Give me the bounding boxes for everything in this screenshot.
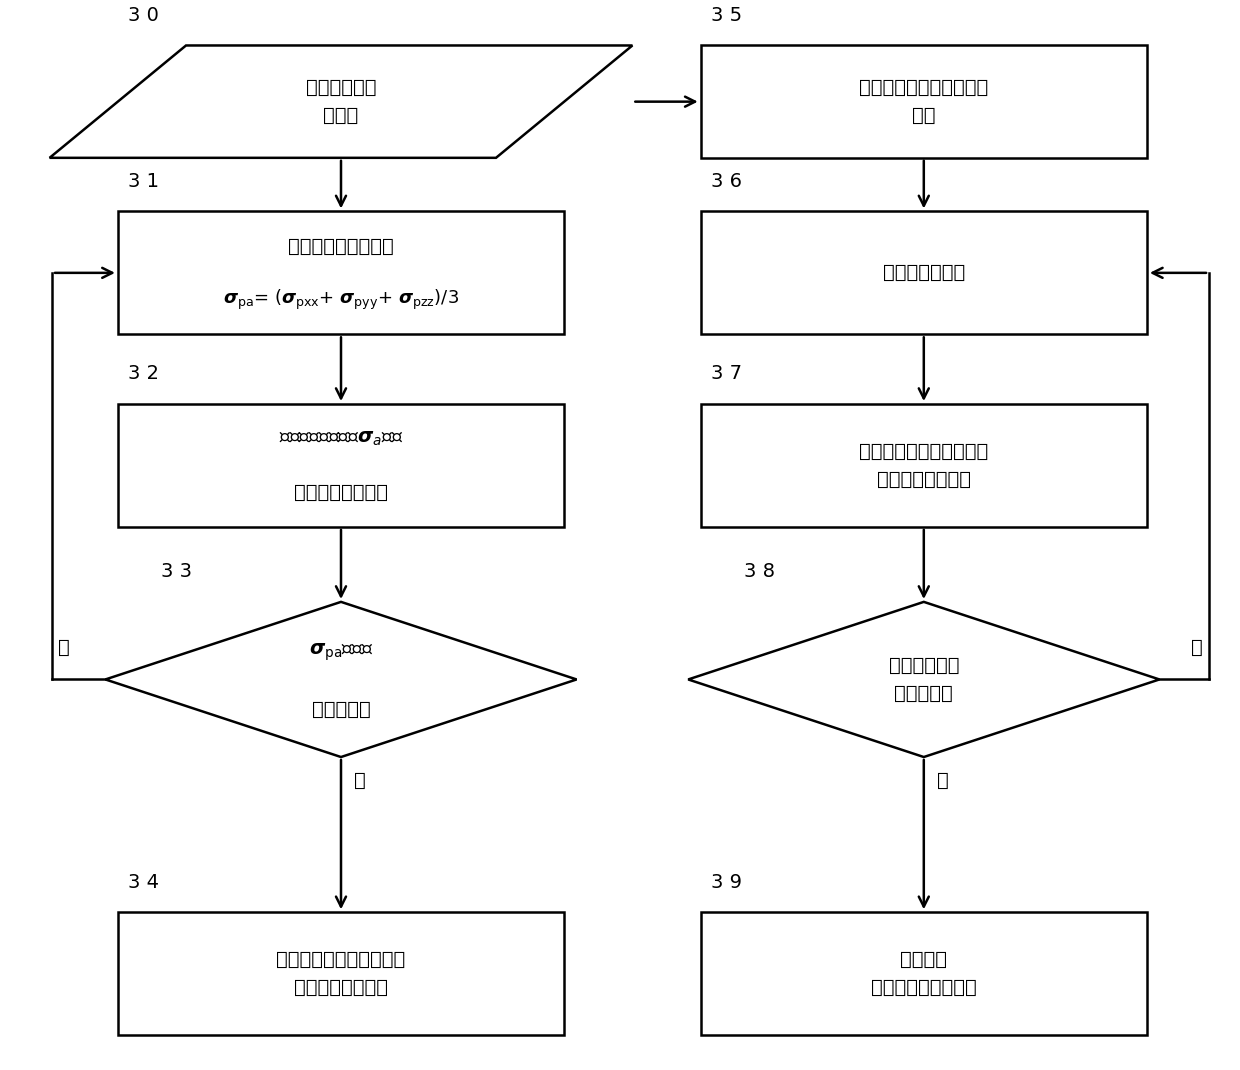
Text: 固结模型
联结相互挤压的颗粒: 固结模型 联结相互挤压的颗粒	[870, 950, 977, 997]
Bar	[701, 45, 1147, 157]
Bar	[118, 404, 564, 528]
Text: 3 4: 3 4	[128, 873, 159, 891]
Text: 是: 是	[353, 771, 366, 790]
Bar	[701, 212, 1147, 334]
Bar	[701, 404, 1147, 528]
Text: 3 8: 3 8	[744, 563, 775, 581]
Polygon shape	[688, 601, 1159, 758]
Text: 3 3: 3 3	[161, 563, 192, 581]
Bar	[118, 912, 564, 1036]
Text: 否: 否	[1192, 638, 1203, 657]
Text: 根据给定围岩应力移动模
型边界，调整应力: 根据给定围岩应力移动模 型边界，调整应力	[859, 442, 988, 489]
Text: 3 9: 3 9	[711, 873, 742, 891]
Text: 设定颗粒的各向异性椭球
参数: 设定颗粒的各向异性椭球 参数	[859, 78, 988, 125]
Text: 输入给定的围
岩应力: 输入给定的围 岩应力	[306, 78, 376, 125]
Text: 计算颗粒平均压应力: 计算颗粒平均压应力	[288, 236, 394, 256]
Polygon shape	[105, 601, 577, 758]
Text: 围岩应力差值
小于给定值: 围岩应力差值 小于给定值	[889, 656, 959, 703]
Text: 计算围岩压应力: 计算围岩压应力	[883, 263, 965, 282]
Text: 是: 是	[936, 771, 949, 790]
Text: 3 5: 3 5	[711, 6, 742, 25]
Text: 3 1: 3 1	[128, 172, 159, 190]
Text: $\boldsymbol{\sigma}_{\mathrm{pa}}$标准差: $\boldsymbol{\sigma}_{\mathrm{pa}}$标准差	[309, 642, 373, 663]
Bar	[118, 212, 564, 334]
Text: 3 2: 3 2	[128, 365, 159, 383]
Text: 根据平均围岩应力$\boldsymbol{\sigma}_{a}$，调: 根据平均围岩应力$\boldsymbol{\sigma}_{a}$，调	[279, 429, 403, 448]
Text: 3 7: 3 7	[711, 365, 742, 383]
Text: 调节颗粒力学属性，拟合
页岩平均力学性质: 调节颗粒力学属性，拟合 页岩平均力学性质	[277, 950, 405, 997]
Text: 整每个颗粒的直径: 整每个颗粒的直径	[294, 483, 388, 502]
Text: 小于给定值: 小于给定值	[311, 700, 371, 719]
Bar	[701, 912, 1147, 1036]
Text: $\boldsymbol{\sigma}_{\mathrm{pa}}$= ($\boldsymbol{\sigma}_{\mathrm{pxx}}$+ $\bo: $\boldsymbol{\sigma}_{\mathrm{pa}}$= ($\…	[223, 288, 459, 311]
Polygon shape	[50, 45, 632, 157]
Text: 3 0: 3 0	[128, 6, 159, 25]
Text: 否: 否	[58, 638, 69, 657]
Text: 3 6: 3 6	[711, 172, 742, 190]
